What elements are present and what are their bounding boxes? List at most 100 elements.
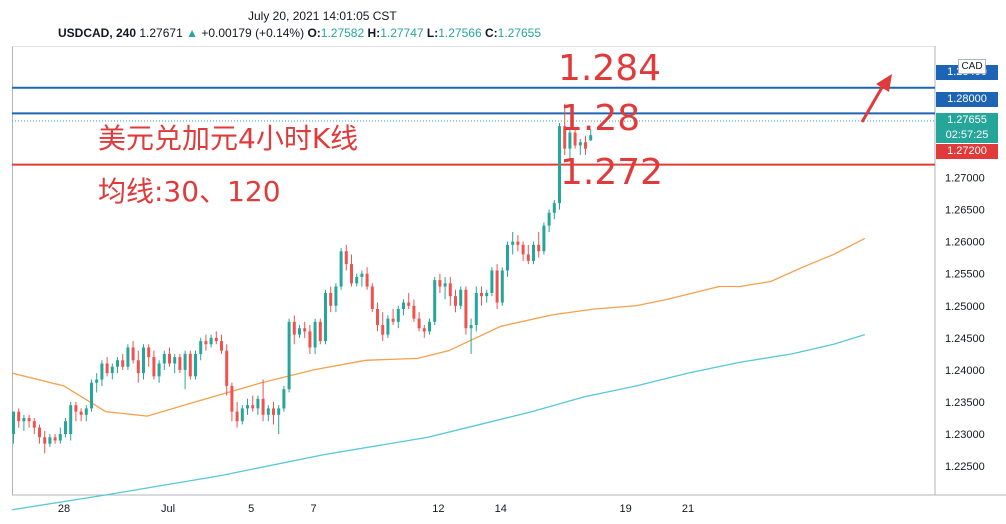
annotation-chart-caption: 美元兑加元4小时K线 [98,122,359,155]
y-tick-label: 1.24000 [945,365,985,377]
candle-body [490,270,494,293]
candle-body [402,302,405,309]
candle-body [69,405,73,435]
candle-body [100,363,104,380]
close-label: C: [484,26,498,40]
candle-body [147,347,151,358]
candle-body [272,408,275,415]
candle-body [547,212,551,226]
annotation-ma-settings: 均线:30、120 [98,175,281,208]
chart-datetime: July 20, 2021 14:01:05 CST [248,9,397,23]
annotation-price-1272: 1.272 [560,152,664,193]
candle-body [474,292,478,326]
candle-body [443,283,447,287]
x-tick-label: 19 [619,503,631,515]
candle-body [240,408,244,422]
candle-body [360,273,364,277]
candle-body [214,337,218,342]
ma30-line [11,237,866,417]
candle-body [27,418,31,422]
y-tick-label: 1.26000 [945,237,985,249]
candle-body [480,292,483,297]
candle-body [64,421,67,435]
candle-body [22,418,26,422]
candle-body [563,126,567,149]
candle-body [121,360,125,367]
candle-body [90,382,93,409]
candle-body [298,328,301,335]
candle-body [324,292,327,342]
candle-body [329,292,333,306]
current-price-tag: 1.27655 02:57:25 [936,113,998,143]
candle-body [552,203,556,213]
candle-body [194,353,197,377]
candle-body [152,357,156,377]
candle-body [292,321,296,335]
candle-body [381,325,385,335]
candle-body [433,280,437,322]
low-value: 1.27566 [438,26,482,40]
candle-body [454,296,457,306]
candle-body [334,286,338,306]
candle-body [584,142,587,149]
y-tick-label: 1.25000 [945,301,985,313]
candle-body [532,244,535,261]
candle-body [43,437,47,444]
candle-body [516,241,520,245]
x-tick-label: 14 [495,503,507,515]
candle-body [105,363,109,374]
candle-body [500,270,504,303]
candle-body [355,276,359,284]
candle-body [95,379,99,383]
candle-body [282,389,286,409]
candle-body [339,251,343,287]
close-value: 1.27655 [497,26,542,40]
candle-body [464,289,468,329]
candle-body [448,283,452,297]
candle-body [235,411,239,422]
candle-body [308,331,312,348]
candle-body [79,411,83,415]
y-tick-label: 1.24500 [945,333,985,345]
candle-body [459,289,463,306]
candle-body [58,434,62,441]
candle-body [376,308,379,326]
y-tick-label: 1.23500 [945,397,985,409]
candle-body [318,321,322,342]
y-tick-label: 1.22500 [945,461,985,473]
currency-label[interactable]: CAD [958,59,986,74]
current-price-value: 1.27655 [947,114,987,126]
candle-body [407,302,411,306]
open-label: O: [307,26,321,40]
candle-body [173,357,177,364]
candle-body [251,405,255,409]
candle-body [183,353,187,370]
candle-body [17,411,21,422]
candle-body [428,321,431,332]
candle-body [521,244,525,255]
candle-body [162,353,166,364]
ohlc-legend: USDCAD, 240 1.27671 ▲ +0.00179 (+0.14%) … [58,26,541,40]
candle-body [412,305,416,319]
candle-body [558,126,561,204]
x-tick-label: 12 [432,503,444,515]
candle-body [303,328,307,332]
candle-body [199,341,203,354]
candle-body [116,360,119,367]
x-tick-label: 5 [248,503,254,515]
candle-body [313,321,317,348]
candle-body [417,318,421,329]
candle-body [589,135,593,141]
candle-body [188,353,192,377]
candle-body [38,427,41,438]
candle-body [209,337,213,345]
candle-body [511,241,515,245]
candle-body [537,244,541,252]
candle-body [131,347,135,361]
open-value: 1.27582 [320,26,365,40]
chart-frame[interactable] [12,46,935,495]
candle-body [12,411,15,435]
candle-body [110,366,114,374]
candle-body [485,292,489,297]
